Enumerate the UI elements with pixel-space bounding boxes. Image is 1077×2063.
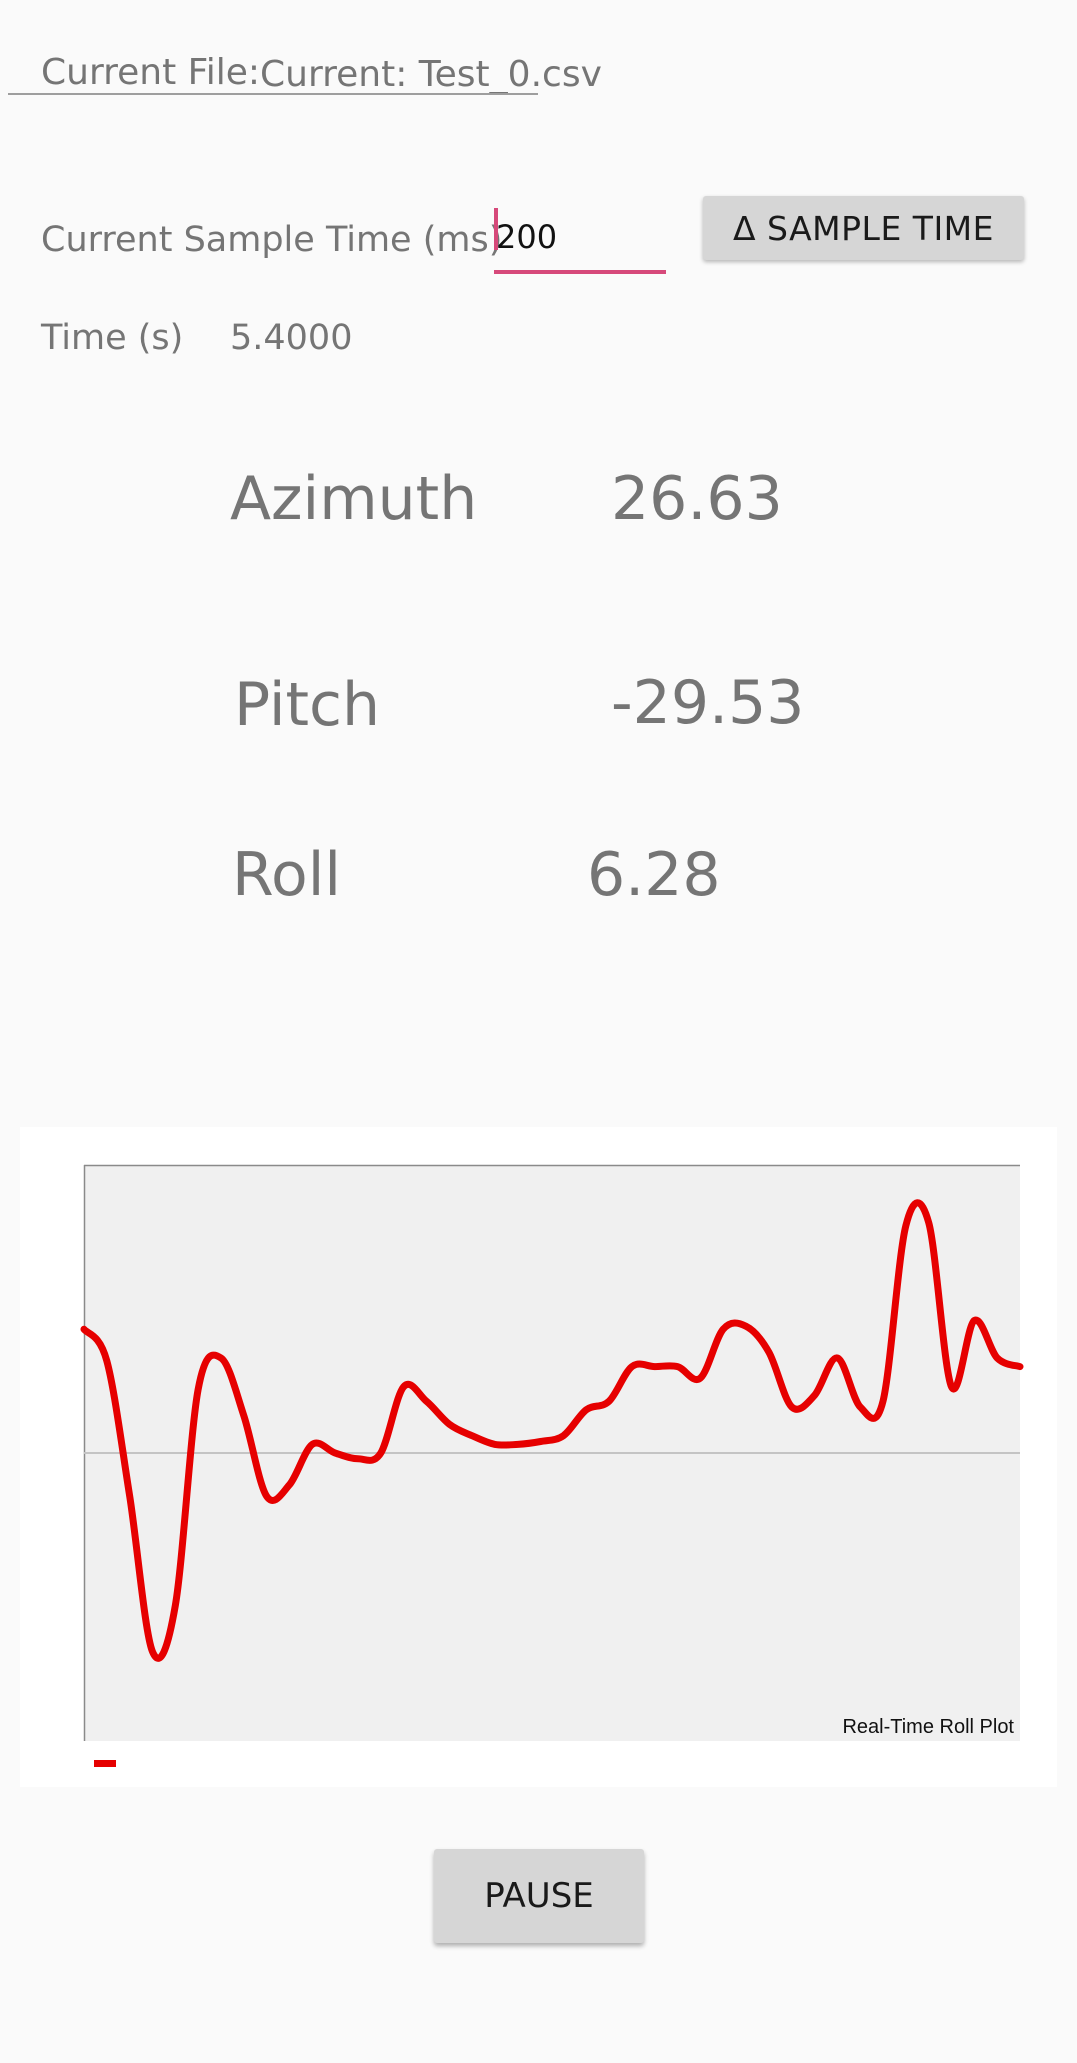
roll-series-line bbox=[80, 1199, 1024, 1662]
roll-chart: Real-Time Roll Plot bbox=[20, 1127, 1057, 1787]
pause-button[interactable]: PAUSE bbox=[434, 1849, 644, 1943]
pitch-value: -29.53 bbox=[611, 668, 805, 738]
text-cursor bbox=[494, 208, 498, 250]
current-file-label: Current File: bbox=[41, 52, 261, 93]
roll-label: Roll bbox=[232, 840, 342, 910]
current-file-value: Current: Test_0.csv bbox=[260, 54, 602, 95]
time-value: 5.4000 bbox=[230, 318, 353, 358]
azimuth-value: 26.63 bbox=[611, 464, 783, 534]
chart-title: Real-Time Roll Plot bbox=[842, 1716, 1014, 1738]
sample-time-label: Current Sample Time (ms) bbox=[41, 220, 503, 260]
roll-value: 6.28 bbox=[587, 840, 721, 910]
file-field-underline bbox=[8, 93, 538, 95]
sample-time-input[interactable] bbox=[494, 204, 666, 274]
pitch-label: Pitch bbox=[234, 670, 381, 740]
azimuth-label: Azimuth bbox=[230, 464, 478, 534]
legend-swatch bbox=[94, 1760, 116, 1767]
time-label: Time (s) bbox=[41, 318, 184, 358]
roll-chart-svg: Real-Time Roll Plot bbox=[80, 1164, 1024, 1767]
change-sample-time-button[interactable]: Δ SAMPLE TIME bbox=[703, 196, 1024, 260]
